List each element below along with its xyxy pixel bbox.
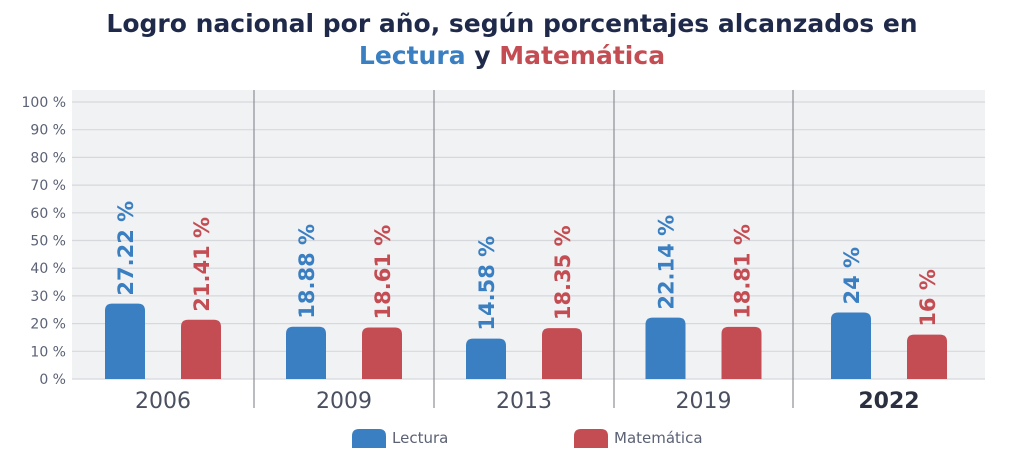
y-tick-label: 60 % [30,206,66,222]
bar-lectura-2022 [831,312,871,379]
y-tick-label: 90 % [30,123,66,139]
x-tick-label: 2013 [496,389,552,414]
legend-label: Matemática [614,429,703,447]
data-label: 22.14 % [655,215,679,310]
data-label: 18.35 % [551,225,575,320]
y-tick-label: 50 % [30,234,66,250]
chart-title-line2: Lectura y Matemática [0,40,1024,72]
y-tick-label: 70 % [30,178,66,194]
legend-swatch-0 [352,429,386,448]
y-tick-label: 100 % [22,95,66,111]
x-tick-label: 2009 [316,389,372,414]
bar-matematica-2013 [542,328,582,379]
bar-matematica-2022 [907,334,947,379]
data-label: 27.22 % [114,201,138,296]
y-tick-label: 10 % [30,344,66,360]
y-tick-label: 0 % [39,372,66,388]
x-tick-label: 2019 [676,389,732,414]
bar-lectura-2009 [286,326,326,379]
bar-matematica-2006 [181,319,221,379]
title-lectura: Lectura [358,41,466,70]
y-tick-label: 40 % [30,261,66,277]
data-label: 18.81 % [731,224,755,319]
bar-lectura-2019 [645,317,686,379]
bar-lectura-2013 [466,338,506,379]
legend-label: Lectura [392,429,448,447]
data-label: 16 % [916,269,940,327]
y-tick-label: 30 % [30,289,66,305]
data-label: 14.58 % [475,236,499,331]
title-matematica: Matemática [499,41,666,70]
legend-swatch-1 [574,429,608,448]
y-tick-label: 80 % [30,150,66,166]
data-label: 24 % [840,247,864,305]
bar-lectura-2006 [105,303,145,379]
x-tick-label: 2006 [135,389,191,414]
data-label: 21.41 % [190,217,214,312]
bar-matematica-2009 [362,327,402,379]
data-label: 18.61 % [371,225,395,320]
x-tick-label: 2022 [858,389,919,414]
y-tick-label: 20 % [30,317,66,333]
data-label: 18.88 % [295,224,319,319]
chart-title-line1: Logro nacional por año, según porcentaje… [106,9,918,38]
bar-matematica-2019 [721,326,762,379]
title-y: y [465,41,500,70]
